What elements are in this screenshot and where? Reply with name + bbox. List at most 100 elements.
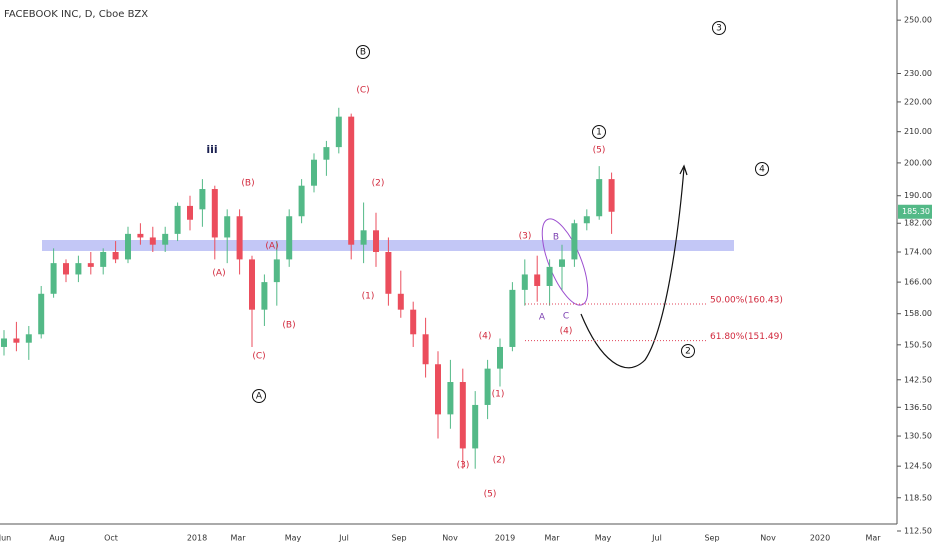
candle-body xyxy=(459,382,466,449)
candle-body xyxy=(608,179,615,212)
candle-body xyxy=(323,147,330,160)
wave-label: C xyxy=(563,312,569,322)
candle-body xyxy=(273,259,280,283)
candle-body xyxy=(373,230,379,253)
wave-label: (4) xyxy=(479,332,492,342)
wave-label: (C) xyxy=(356,86,369,96)
x-tick-label: Nov xyxy=(760,534,776,543)
arrow-head xyxy=(679,164,688,176)
y-tick-label: 112.50 xyxy=(904,527,932,536)
candle-body xyxy=(509,289,516,347)
candle-body xyxy=(211,189,218,238)
wave-label: (B) xyxy=(241,179,254,189)
chart-title: FACEBOOK INC, D, Cboe BZX xyxy=(4,9,148,20)
candle-body xyxy=(63,263,69,275)
y-tick-label: 136.50 xyxy=(904,403,932,412)
candle-body xyxy=(187,205,193,220)
candle-body xyxy=(583,216,590,224)
candle-body xyxy=(25,334,32,343)
candle-body xyxy=(125,233,131,260)
candle-body xyxy=(249,259,255,310)
candle-body xyxy=(546,266,553,286)
x-tick-label: May xyxy=(285,534,302,543)
y-tick-label: 124.50 xyxy=(904,462,932,471)
candle-body xyxy=(174,205,181,234)
candle-body xyxy=(112,252,119,260)
candle-body xyxy=(13,338,20,343)
y-tick-label: 210.00 xyxy=(904,127,932,136)
y-tick-label: 174.00 xyxy=(904,248,932,257)
candle-body xyxy=(38,293,45,335)
x-tick-label: Nov xyxy=(442,534,458,543)
y-tick-label: 118.50 xyxy=(904,493,932,502)
x-tick-label: Mar xyxy=(865,534,881,543)
candle-body xyxy=(199,189,206,210)
wave-circle xyxy=(252,389,266,403)
candle-body xyxy=(335,116,342,148)
wave-label: A xyxy=(256,392,263,402)
wave-label: 1 xyxy=(596,128,602,138)
candle-body xyxy=(87,263,94,267)
x-tick-label: 2019 xyxy=(495,534,515,543)
wave-label: B xyxy=(360,48,366,58)
candle-body xyxy=(447,382,454,415)
x-tick-label: Mar xyxy=(544,534,560,543)
candle-body xyxy=(162,233,169,245)
candle-body xyxy=(534,274,541,286)
x-tick-label: Sep xyxy=(391,534,406,543)
y-tick-label: 200.00 xyxy=(904,158,932,167)
x-tick-label: Mar xyxy=(230,534,246,543)
wave-label: (2) xyxy=(372,179,385,189)
candle-body xyxy=(100,252,107,267)
wave-circle xyxy=(681,344,695,358)
candle-body xyxy=(385,252,392,294)
wave-label: (3) xyxy=(519,232,532,242)
x-tick-label: Sep xyxy=(704,534,719,543)
x-tick-label: 2018 xyxy=(187,534,207,543)
y-tick-label: 190.00 xyxy=(904,191,932,200)
wave-label: A xyxy=(539,313,546,323)
x-tick-label: May xyxy=(595,534,612,543)
y-tick-label: 182.00 xyxy=(904,219,932,228)
wave-label: 2 xyxy=(685,347,691,357)
wave-circle xyxy=(356,45,370,59)
wave-label: iii xyxy=(206,143,217,156)
candle-body xyxy=(360,230,367,245)
candle-body xyxy=(435,364,441,415)
candle-body xyxy=(298,185,305,217)
candle-body xyxy=(410,309,417,335)
y-tick-label: 250.00 xyxy=(904,16,932,25)
y-tick-label: 166.00 xyxy=(904,278,932,287)
candle-body xyxy=(521,274,528,290)
fib-label: 50.00%(160.43) xyxy=(710,295,783,305)
candle-body xyxy=(397,293,404,310)
x-tick-label: Aug xyxy=(49,534,65,543)
candle-body xyxy=(286,216,293,260)
x-tick-label: Oct xyxy=(104,534,118,543)
candle-body xyxy=(236,216,243,260)
candle-body xyxy=(50,263,57,294)
candle-body xyxy=(149,237,156,245)
wave-label: (4) xyxy=(560,327,573,337)
candle-body xyxy=(311,159,317,186)
wave-label: (3) xyxy=(457,461,470,471)
wave-label: (1) xyxy=(362,292,375,302)
last-price-badge xyxy=(898,204,932,219)
x-tick-label: Jul xyxy=(338,534,349,543)
y-tick-label: 158.00 xyxy=(904,309,932,318)
candle-body xyxy=(596,179,603,217)
wave-label: (A) xyxy=(212,269,225,279)
x-tick-label: Jul xyxy=(651,534,662,543)
y-tick-label: 150.50 xyxy=(904,340,932,349)
last-price-label: 185.30 xyxy=(902,207,930,216)
candle-body xyxy=(224,216,231,238)
candle-body xyxy=(137,233,144,238)
wave-label: B xyxy=(553,233,559,243)
projection-arrow xyxy=(580,167,685,369)
candle-body xyxy=(571,223,578,260)
candle-body xyxy=(348,116,355,245)
wave-label: (1) xyxy=(492,390,505,400)
candle-body xyxy=(1,338,7,347)
wave-label: (A) xyxy=(265,242,278,252)
